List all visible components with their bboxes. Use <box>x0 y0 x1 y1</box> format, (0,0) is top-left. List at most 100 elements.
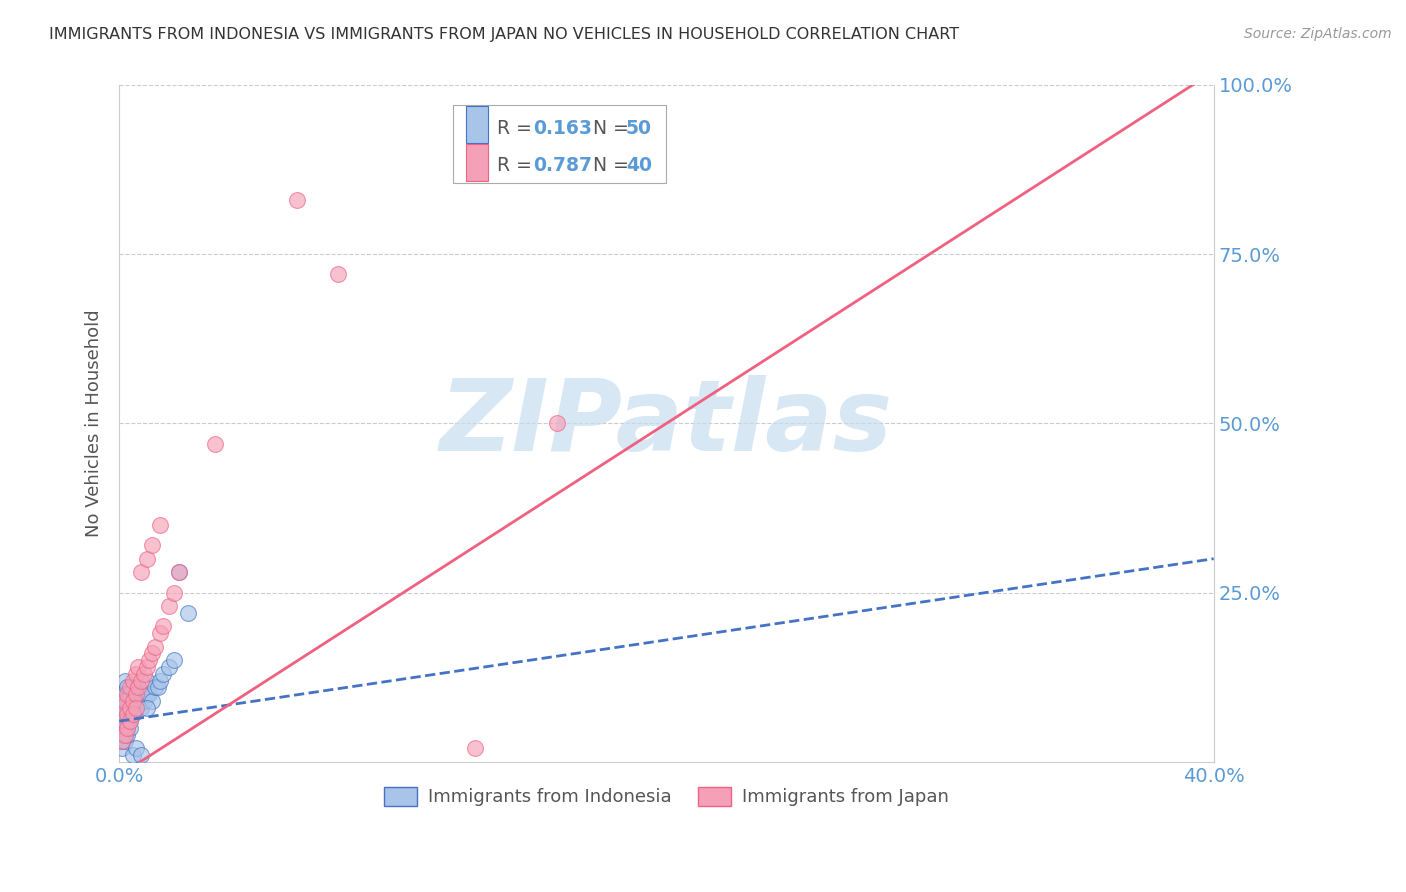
Y-axis label: No Vehicles in Household: No Vehicles in Household <box>86 310 103 537</box>
Point <box>120 714 142 728</box>
Point <box>111 734 134 748</box>
FancyBboxPatch shape <box>453 105 666 183</box>
Point <box>120 721 142 735</box>
Point <box>120 700 142 714</box>
Text: Source: ZipAtlas.com: Source: ZipAtlas.com <box>1244 27 1392 41</box>
Point <box>111 714 134 728</box>
Point <box>117 721 139 735</box>
Text: R =: R = <box>496 156 537 176</box>
Point <box>122 707 145 722</box>
Bar <box>467 106 488 144</box>
Point <box>120 687 142 701</box>
Point <box>152 666 174 681</box>
Point <box>125 687 148 701</box>
Point <box>117 694 139 708</box>
Point <box>135 700 157 714</box>
Point <box>285 193 308 207</box>
Point <box>120 681 142 695</box>
Point <box>141 538 163 552</box>
Point <box>138 687 160 701</box>
Point <box>129 673 152 688</box>
Point <box>122 681 145 695</box>
Point <box>135 551 157 566</box>
Point <box>111 700 134 714</box>
Point <box>129 687 152 701</box>
Point <box>149 673 172 688</box>
Point <box>132 666 155 681</box>
Point <box>122 707 145 722</box>
Point <box>149 626 172 640</box>
Point <box>114 721 136 735</box>
Point <box>129 566 152 580</box>
Text: IMMIGRANTS FROM INDONESIA VS IMMIGRANTS FROM JAPAN NO VEHICLES IN HOUSEHOLD CORR: IMMIGRANTS FROM INDONESIA VS IMMIGRANTS … <box>49 27 959 42</box>
Point <box>152 619 174 633</box>
Point <box>117 728 139 742</box>
Point <box>125 700 148 714</box>
Point <box>117 707 139 722</box>
Point <box>163 653 186 667</box>
Point <box>114 728 136 742</box>
Point <box>328 268 350 282</box>
Point <box>127 660 149 674</box>
Point <box>129 747 152 762</box>
Text: 0.787: 0.787 <box>533 156 592 176</box>
Point <box>114 687 136 701</box>
Point <box>114 694 136 708</box>
Text: 40: 40 <box>626 156 652 176</box>
Point <box>169 566 191 580</box>
Point <box>117 681 139 695</box>
Point <box>111 734 134 748</box>
Text: 0.163: 0.163 <box>533 120 592 138</box>
Point <box>138 653 160 667</box>
Point <box>111 687 134 701</box>
Point <box>117 721 139 735</box>
Point <box>111 728 134 742</box>
Point <box>117 700 139 714</box>
Point <box>157 599 180 613</box>
Point <box>111 700 134 714</box>
Point <box>169 566 191 580</box>
Text: ZIPatlas: ZIPatlas <box>440 375 893 472</box>
Point <box>114 700 136 714</box>
Point <box>114 673 136 688</box>
Point <box>143 681 166 695</box>
Point <box>114 728 136 742</box>
Point <box>149 517 172 532</box>
Point <box>464 741 486 756</box>
Point <box>127 694 149 708</box>
Point <box>163 585 186 599</box>
Point <box>135 673 157 688</box>
Point <box>125 741 148 756</box>
Point <box>141 647 163 661</box>
Point <box>157 660 180 674</box>
Point <box>125 666 148 681</box>
Point <box>114 714 136 728</box>
Point <box>143 640 166 654</box>
Text: 50: 50 <box>626 120 652 138</box>
Point <box>135 687 157 701</box>
Point <box>122 747 145 762</box>
Point <box>120 700 142 714</box>
Point <box>546 417 568 431</box>
Text: N =: N = <box>593 156 636 176</box>
Point <box>141 694 163 708</box>
Point <box>111 741 134 756</box>
Point <box>111 721 134 735</box>
Point <box>117 687 139 701</box>
Point <box>135 660 157 674</box>
Point <box>146 681 169 695</box>
Point <box>122 694 145 708</box>
Point <box>125 700 148 714</box>
Point <box>117 714 139 728</box>
Point <box>114 734 136 748</box>
Point <box>132 694 155 708</box>
Legend: Immigrants from Indonesia, Immigrants from Japan: Immigrants from Indonesia, Immigrants fr… <box>377 780 956 814</box>
Point <box>120 714 142 728</box>
Point <box>125 687 148 701</box>
Text: N =: N = <box>593 120 636 138</box>
Point <box>127 681 149 695</box>
Point <box>127 681 149 695</box>
Point <box>114 707 136 722</box>
Bar <box>467 144 488 181</box>
Point <box>176 606 198 620</box>
